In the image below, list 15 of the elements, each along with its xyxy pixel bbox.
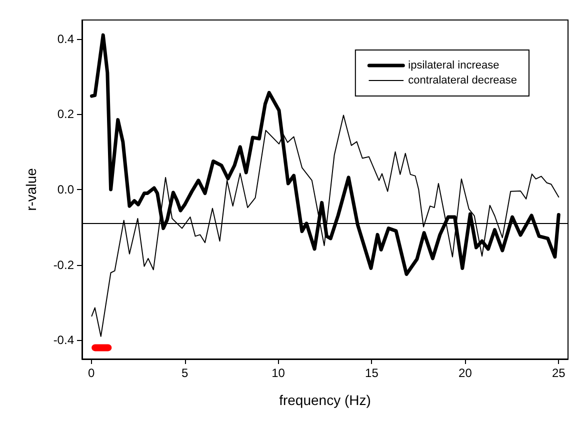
legend-label: contralateral decrease bbox=[408, 74, 518, 86]
y-tick-label: -0.4 bbox=[53, 333, 74, 348]
x-tick-label: 25 bbox=[552, 366, 566, 380]
y-tick-label: 0.0 bbox=[57, 182, 74, 196]
x-tick-label: 0 bbox=[88, 366, 95, 380]
y-tick-label: -0.2 bbox=[53, 258, 74, 272]
x-tick-label: 5 bbox=[181, 366, 188, 380]
x-tick-label: 10 bbox=[272, 366, 286, 380]
x-axis-title: frequency (Hz) bbox=[279, 392, 371, 408]
legend-label: ipsilateral increase bbox=[408, 60, 500, 72]
y-axis-title: r-value bbox=[23, 168, 39, 211]
x-tick-label: 15 bbox=[365, 366, 379, 380]
y-tick-label: 0.4 bbox=[57, 32, 74, 46]
x-tick-label: 20 bbox=[458, 366, 472, 380]
y-tick-label: 0.2 bbox=[57, 107, 74, 122]
